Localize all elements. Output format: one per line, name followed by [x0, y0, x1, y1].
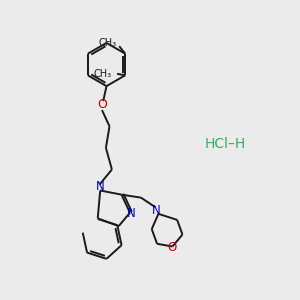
Text: N: N — [95, 180, 104, 193]
Text: O: O — [168, 242, 177, 254]
Text: CH₃: CH₃ — [98, 38, 116, 48]
Text: N: N — [127, 207, 136, 220]
Text: HCl–H: HCl–H — [204, 137, 246, 151]
Text: O: O — [97, 98, 107, 111]
Text: N: N — [152, 204, 161, 217]
Text: CH₃: CH₃ — [94, 69, 112, 79]
